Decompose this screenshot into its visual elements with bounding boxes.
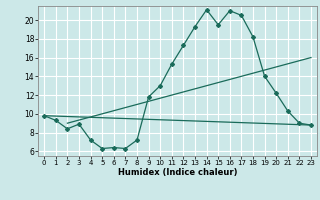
X-axis label: Humidex (Indice chaleur): Humidex (Indice chaleur) <box>118 168 237 177</box>
